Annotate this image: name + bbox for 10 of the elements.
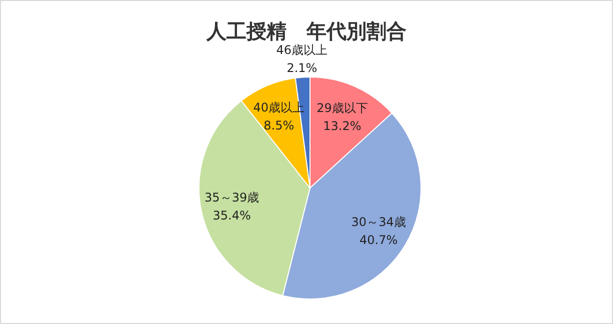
slice-label: 46歳以上: [276, 43, 328, 57]
slice-label: 30～34歳: [351, 215, 406, 230]
chart-title: 人工授精 年代別割合: [206, 19, 406, 43]
data-label: 35.4%: [212, 208, 251, 223]
data-label: 40.7%: [360, 233, 398, 248]
slice-label: 35～39歳: [204, 190, 260, 205]
slice-label: 29歳以下: [316, 100, 368, 115]
data-label: 2.1%: [286, 61, 318, 75]
data-label: 13.2%: [323, 118, 362, 133]
data-label: 8.5%: [264, 118, 294, 132]
